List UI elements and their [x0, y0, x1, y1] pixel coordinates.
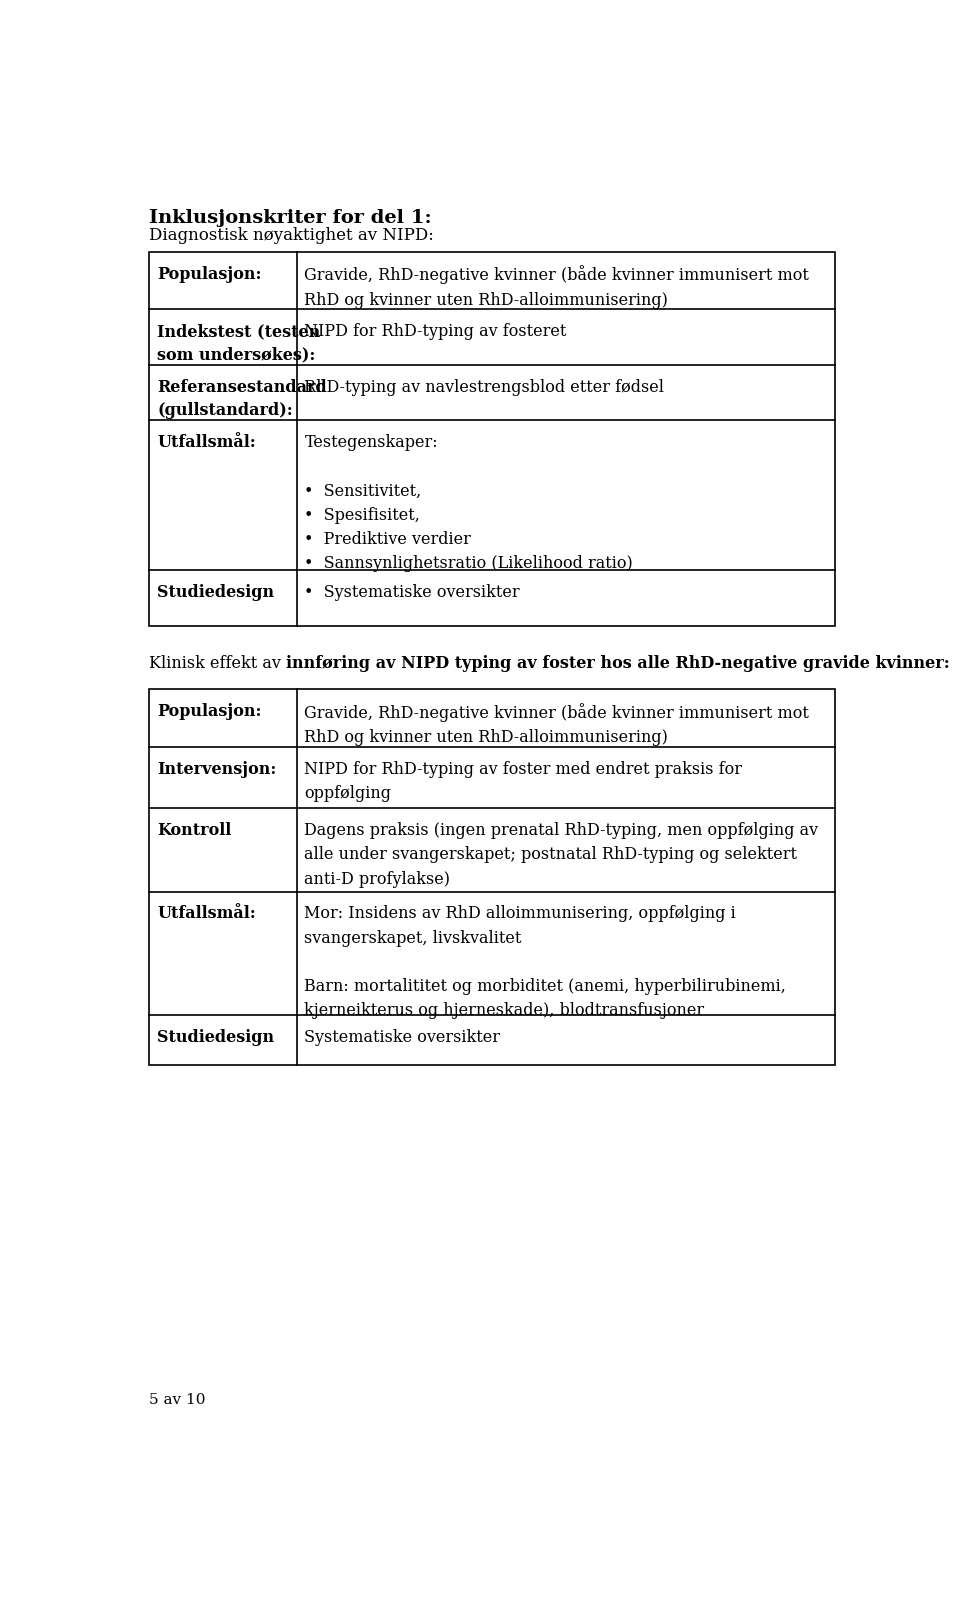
Text: Diagnostisk nøyaktighet av NIPD:: Diagnostisk nøyaktighet av NIPD:	[150, 227, 434, 244]
Text: NIPD for RhD-typing av fosteret: NIPD for RhD-typing av fosteret	[304, 323, 566, 340]
Text: 5 av 10: 5 av 10	[150, 1393, 206, 1407]
Text: Populasjon:: Populasjon:	[157, 265, 262, 283]
Text: Dagens praksis (ingen prenatal RhD-typing, men oppfølging av
alle under svangers: Dagens praksis (ingen prenatal RhD-typin…	[304, 822, 819, 888]
Text: Utfallsmål:: Utfallsmål:	[157, 905, 256, 923]
Text: RhD-typing av navlestrengsblod etter fødsel: RhD-typing av navlestrengsblod etter fød…	[304, 378, 664, 396]
Text: Inklusjonskriter for del 1:: Inklusjonskriter for del 1:	[150, 209, 432, 227]
Text: Indekstest (testen
som undersøkes):: Indekstest (testen som undersøkes):	[157, 323, 321, 363]
Text: Kontroll: Kontroll	[157, 822, 231, 840]
Text: Mor: Insidens av RhD alloimmunisering, oppfølging i
svangerskapet, livskvalitet
: Mor: Insidens av RhD alloimmunisering, o…	[304, 905, 786, 1019]
Text: Studiedesign: Studiedesign	[157, 1028, 275, 1046]
Text: Klinisk effekt av: Klinisk effekt av	[150, 655, 286, 672]
Text: Gravide, RhD-negative kvinner (både kvinner immunisert mot
RhD og kvinner uten R: Gravide, RhD-negative kvinner (både kvin…	[304, 703, 809, 746]
Text: Gravide, RhD-negative kvinner (både kvinner immunisert mot
RhD og kvinner uten R: Gravide, RhD-negative kvinner (både kvin…	[304, 265, 809, 308]
Text: innføring av NIPD typing av foster hos alle RhD-negative gravide kvinner:: innføring av NIPD typing av foster hos a…	[286, 655, 950, 672]
Text: Studiedesign: Studiedesign	[157, 585, 275, 602]
Bar	[150, 688, 834, 1065]
Text: •  Systematiske oversikter: • Systematiske oversikter	[304, 585, 520, 602]
Text: NIPD for RhD-typing av foster med endret praksis for
oppfølging: NIPD for RhD-typing av foster med endret…	[304, 760, 742, 802]
Text: Intervensjon:: Intervensjon:	[157, 760, 276, 778]
Bar	[150, 252, 834, 626]
Text: Systematiske oversikter: Systematiske oversikter	[304, 1028, 500, 1046]
Text: Testegenskaper:

•  Sensitivitet,
•  Spesifisitet,
•  Prediktive verdier
•  Sann: Testegenskaper: • Sensitivitet, • Spesif…	[304, 434, 634, 572]
Text: Populasjon:: Populasjon:	[157, 703, 262, 720]
Text: Utfallsmål:: Utfallsmål:	[157, 434, 256, 452]
Text: Referansestandard
(gullstandard):: Referansestandard (gullstandard):	[157, 378, 327, 418]
